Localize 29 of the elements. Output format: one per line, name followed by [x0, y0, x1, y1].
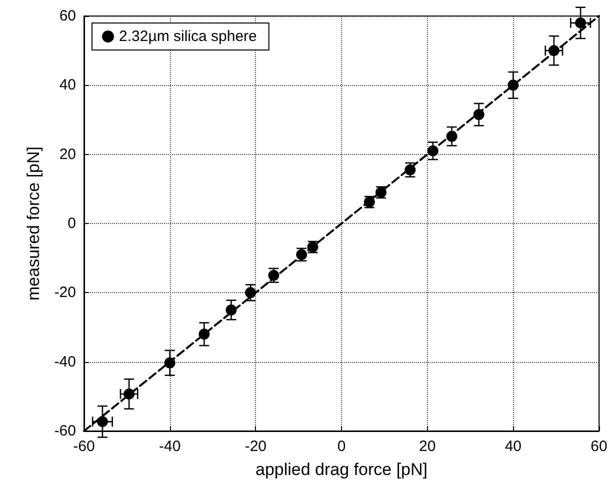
point	[446, 130, 458, 142]
point	[226, 304, 237, 316]
y-axis-title: measured force [pN]	[24, 146, 43, 301]
point	[124, 388, 135, 400]
y-tick-label: 20	[59, 146, 76, 163]
legend-label: 2.32µm silica sphere	[119, 28, 257, 45]
y-tick-label: 0	[68, 215, 76, 232]
y-tick-label: 40	[59, 76, 76, 94]
x-tick-label: -60	[73, 438, 95, 455]
x-axis-title: applied drag force [pN]	[256, 460, 428, 479]
point	[164, 357, 176, 368]
y-tick-label: -40	[54, 353, 76, 370]
point	[245, 287, 256, 298]
y-tick-label: 60	[59, 8, 76, 24]
y-tick-label: -20	[54, 284, 76, 302]
point	[198, 328, 210, 340]
x-tick-label: -40	[158, 438, 181, 455]
x-tick-label: 40	[504, 438, 522, 455]
y-tick-label: -60	[54, 422, 76, 440]
point	[473, 109, 484, 120]
point	[548, 45, 560, 56]
x-tick-label: 60	[590, 438, 608, 455]
point	[575, 17, 586, 28]
x-tick-label: -20	[244, 438, 267, 455]
point	[427, 145, 438, 156]
point	[96, 416, 108, 428]
x-tick-label: 0	[337, 438, 346, 455]
point	[508, 80, 519, 91]
x-tick-label: 20	[418, 438, 436, 455]
